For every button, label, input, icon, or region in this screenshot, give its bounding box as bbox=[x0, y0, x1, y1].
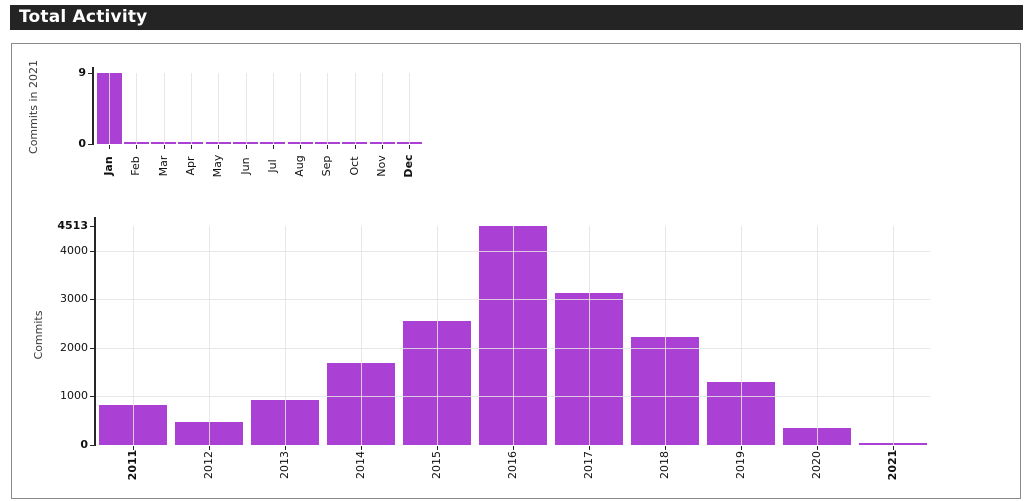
v-gridline bbox=[382, 73, 383, 144]
y-tick-label: 2000 bbox=[60, 340, 88, 354]
y-tick-label: 1000 bbox=[60, 389, 88, 403]
x-tick-label-2013: 2013 bbox=[278, 451, 291, 479]
x-tick-mark bbox=[272, 145, 274, 149]
v-gridline bbox=[272, 73, 274, 144]
x-tick-label-2011: 2011 bbox=[126, 449, 139, 481]
section-header: Total Activity bbox=[10, 5, 1023, 30]
x-tick-label-Oct: Oct bbox=[347, 156, 361, 176]
v-gridline bbox=[218, 73, 220, 144]
x-tick-mark bbox=[741, 446, 742, 450]
x-tick-mark bbox=[245, 145, 247, 149]
x-tick-label-Dec: Dec bbox=[402, 154, 416, 178]
y-tick-mark bbox=[88, 73, 92, 74]
v-gridline bbox=[361, 226, 362, 445]
x-tick-label-Jul: Jul bbox=[265, 159, 279, 173]
y-axis-line bbox=[94, 217, 96, 446]
v-gridline bbox=[163, 73, 165, 144]
x-tick-label-2012: 2012 bbox=[202, 451, 215, 479]
y-tick-label: 4513 bbox=[57, 219, 88, 232]
y-tick-mark bbox=[90, 396, 94, 398]
y-axis-line bbox=[92, 67, 94, 145]
x-tick-label-2016: 2016 bbox=[506, 451, 519, 479]
x-tick-label-2015: 2015 bbox=[430, 451, 443, 479]
x-tick-mark bbox=[163, 145, 165, 149]
x-tick-label-Sep: Sep bbox=[320, 155, 334, 177]
x-tick-mark bbox=[382, 145, 383, 149]
x-tick-mark bbox=[589, 446, 590, 450]
x-tick-mark bbox=[893, 446, 894, 450]
v-gridline bbox=[209, 226, 210, 445]
x-tick-mark bbox=[409, 145, 411, 149]
x-tick-label-2018: 2018 bbox=[658, 451, 671, 479]
x-tick-label-Feb: Feb bbox=[129, 156, 143, 176]
monthly-commits-chart: Jan Feb Mar Apr May Jun Jul Aug Sep Oct Nov Dec 0 9 Co… bbox=[12, 44, 1020, 498]
x-tick-mark bbox=[209, 446, 210, 450]
x-tick-mark bbox=[513, 446, 514, 450]
v-gridline bbox=[300, 73, 302, 144]
v-gridline bbox=[513, 226, 514, 445]
v-gridline bbox=[354, 73, 356, 144]
v-gridline bbox=[109, 73, 110, 144]
y-tick-label: 3000 bbox=[60, 292, 88, 306]
x-tick-label-Mar: Mar bbox=[156, 155, 170, 177]
y-tick-label: 4000 bbox=[60, 243, 88, 257]
h-gridline bbox=[95, 299, 930, 301]
y-tick-label: 9 bbox=[78, 66, 86, 79]
v-gridline bbox=[285, 226, 286, 445]
v-gridline bbox=[893, 226, 894, 445]
x-tick-mark bbox=[361, 446, 362, 450]
v-gridline bbox=[133, 226, 134, 445]
x-tick-mark bbox=[817, 446, 818, 450]
x-tick-mark bbox=[109, 145, 110, 149]
x-tick-label-2019: 2019 bbox=[734, 451, 747, 479]
v-gridline bbox=[741, 226, 742, 445]
y-tick-mark bbox=[90, 226, 94, 227]
h-gridline bbox=[95, 250, 930, 252]
y-tick-label: 0 bbox=[80, 438, 88, 451]
v-gridline bbox=[437, 226, 438, 445]
v-gridline bbox=[245, 73, 247, 144]
x-tick-label-Jan: Jan bbox=[102, 156, 115, 176]
x-tick-mark bbox=[133, 446, 134, 450]
x-tick-label-May: May bbox=[211, 154, 225, 178]
y-tick-mark bbox=[88, 144, 92, 145]
v-gridline bbox=[327, 73, 329, 144]
x-tick-label-Aug: Aug bbox=[293, 155, 307, 177]
y-tick-mark bbox=[90, 250, 94, 252]
charts-panel: Jan Feb Mar Apr May Jun Jul Aug Sep Oct Nov Dec 0 9 Co… bbox=[11, 43, 1021, 499]
v-gridline bbox=[136, 73, 138, 144]
x-tick-mark bbox=[665, 446, 666, 450]
x-tick-mark bbox=[190, 145, 192, 149]
x-tick-label-2017: 2017 bbox=[582, 451, 595, 479]
x-tick-mark bbox=[354, 145, 356, 149]
v-gridline bbox=[665, 226, 666, 445]
y-tick-label: 0 bbox=[78, 137, 86, 150]
v-gridline bbox=[817, 226, 818, 445]
y-axis-title: Commits in 2021 bbox=[27, 60, 40, 154]
h-gridline bbox=[95, 396, 930, 398]
x-tick-mark bbox=[285, 446, 286, 450]
y-tick-mark bbox=[90, 299, 94, 301]
x-tick-label-Apr: Apr bbox=[183, 156, 197, 176]
x-tick-mark bbox=[437, 446, 438, 450]
y-tick-mark bbox=[90, 347, 94, 349]
h-gridline bbox=[95, 347, 930, 349]
v-gridline bbox=[589, 226, 590, 445]
yearly-commits-chart: 2011 2012 2013 2014 2015 2016 2017 2018 2019 2020… bbox=[12, 44, 1020, 498]
x-tick-label-Jun: Jun bbox=[238, 157, 252, 175]
x-tick-mark bbox=[136, 145, 138, 149]
x-tick-mark bbox=[218, 145, 220, 149]
x-tick-label-2014: 2014 bbox=[354, 451, 367, 479]
x-tick-mark bbox=[300, 145, 302, 149]
y-axis-title: Commits bbox=[32, 310, 45, 360]
x-tick-mark bbox=[327, 145, 329, 149]
section-title: Total Activity bbox=[19, 7, 148, 27]
v-gridline bbox=[409, 73, 411, 144]
y-tick-mark bbox=[90, 445, 94, 446]
x-tick-label-Nov: Nov bbox=[375, 155, 388, 177]
x-tick-label-2021: 2021 bbox=[886, 449, 899, 481]
x-tick-label-2020: 2020 bbox=[810, 451, 823, 479]
v-gridline bbox=[190, 73, 192, 144]
